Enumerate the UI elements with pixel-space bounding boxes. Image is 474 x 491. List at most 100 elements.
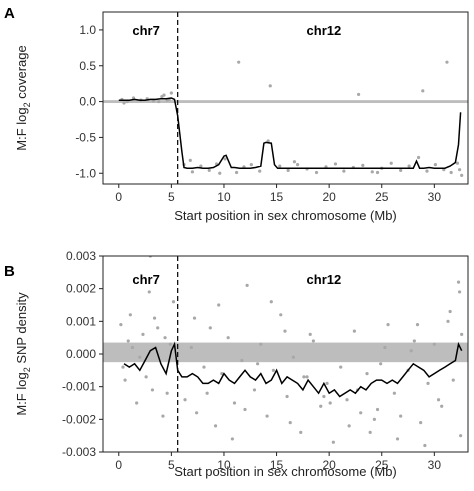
data-point — [328, 401, 332, 405]
data-point — [457, 168, 462, 172]
data-point — [128, 313, 132, 317]
data-point — [311, 339, 315, 343]
data-point — [138, 355, 142, 359]
data-point — [240, 358, 244, 363]
data-point — [269, 300, 273, 304]
data-point — [460, 332, 464, 336]
x-tick-label: 0 — [115, 458, 122, 472]
data-point — [423, 443, 427, 448]
data-point — [162, 93, 166, 97]
data-point — [150, 388, 155, 392]
data-point — [208, 326, 212, 330]
y-tick-label: 0.001 — [66, 314, 96, 328]
data-point — [122, 101, 126, 105]
data-point — [416, 155, 421, 160]
data-point — [165, 391, 169, 395]
panel-letter: B — [4, 263, 15, 280]
data-point — [432, 342, 436, 346]
data-point — [392, 391, 396, 395]
data-point — [286, 168, 290, 172]
y-tick-label: 0.0 — [79, 95, 96, 109]
x-tick-label: 20 — [322, 190, 336, 204]
data-point — [161, 414, 165, 418]
y-tick-label: 1.0 — [79, 23, 96, 37]
data-point — [389, 161, 393, 165]
data-point — [243, 407, 247, 412]
data-point — [268, 84, 272, 88]
data-point — [325, 381, 329, 385]
x-axis-label: Start position in sex chromosome (Mb) — [174, 464, 397, 479]
data-point — [205, 391, 209, 395]
data-point — [412, 339, 416, 343]
x-tick-label: 0 — [115, 190, 122, 204]
data-point — [446, 319, 450, 323]
data-point — [152, 316, 157, 320]
data-point — [220, 372, 224, 376]
data-point — [202, 365, 206, 369]
data-point — [456, 280, 461, 284]
plot-area — [103, 60, 468, 177]
chromosome-label: chr12 — [307, 23, 342, 38]
data-point — [451, 378, 455, 382]
data-point — [457, 290, 462, 294]
data-point — [121, 365, 125, 369]
data-point — [168, 342, 172, 346]
data-point — [357, 92, 361, 97]
data-point — [285, 394, 289, 399]
data-point — [421, 89, 425, 93]
data-point — [237, 60, 241, 64]
data-point — [283, 329, 287, 333]
data-point — [256, 362, 260, 366]
data-point — [314, 170, 319, 175]
data-point — [259, 342, 263, 346]
data-point — [368, 430, 372, 434]
x-tick-label: 10 — [217, 458, 231, 472]
data-point — [305, 375, 309, 379]
data-point — [279, 313, 283, 317]
data-point — [459, 434, 463, 438]
data-point — [252, 388, 257, 392]
data-point — [278, 164, 282, 168]
data-point — [144, 375, 148, 379]
data-point — [415, 323, 420, 327]
data-point — [207, 168, 211, 172]
data-point — [372, 417, 376, 421]
data-point — [249, 163, 253, 167]
data-point — [230, 437, 234, 441]
data-point — [322, 394, 326, 399]
data-point — [218, 171, 222, 175]
y-tick-label: -0.5 — [75, 130, 96, 144]
data-point — [395, 437, 400, 441]
data-point — [333, 162, 338, 166]
x-tick-label: 15 — [270, 458, 284, 472]
data-point — [119, 323, 123, 327]
chromosome-label: chr7 — [132, 272, 159, 287]
data-point — [347, 424, 351, 428]
data-point — [295, 163, 300, 167]
data-point — [339, 365, 343, 369]
data-point — [223, 157, 227, 161]
data-point — [436, 398, 441, 402]
data-point — [195, 411, 199, 415]
data-point — [157, 99, 161, 104]
data-point — [375, 407, 380, 412]
data-point — [213, 424, 218, 428]
data-point — [331, 440, 335, 444]
data-point — [163, 336, 167, 340]
x-tick-label: 15 — [270, 190, 284, 204]
data-point — [265, 414, 269, 418]
data-point — [266, 139, 270, 143]
data-point — [319, 404, 323, 408]
y-tick-label: 0.5 — [79, 59, 96, 73]
data-point — [199, 164, 203, 168]
data-point — [288, 421, 292, 425]
y-tick-label: -0.002 — [62, 412, 96, 426]
y-tick-label: -0.003 — [62, 445, 96, 459]
x-tick-label: 20 — [322, 458, 336, 472]
data-point — [365, 372, 369, 376]
data-point — [399, 168, 403, 172]
data-point — [183, 398, 187, 402]
data-point — [232, 401, 237, 405]
y-axis-label: M:F log2 SNP density — [14, 292, 32, 416]
